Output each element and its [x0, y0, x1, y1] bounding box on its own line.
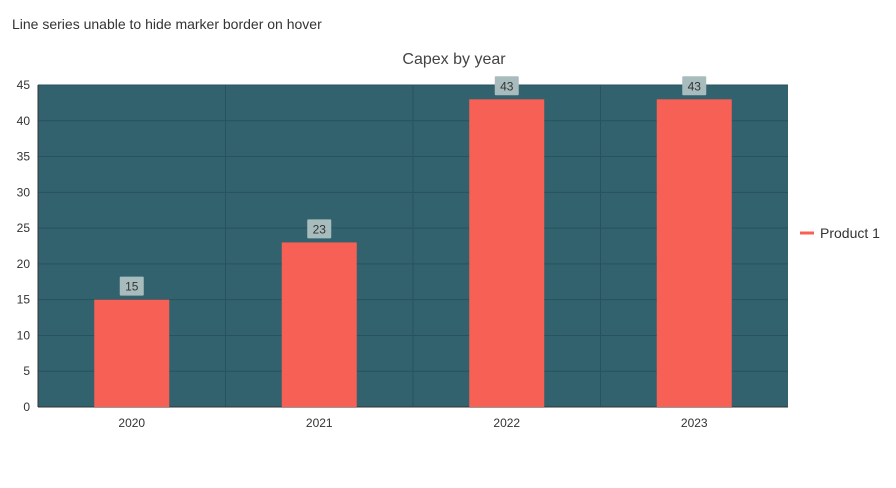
chart-title: Capex by year [402, 51, 506, 68]
legend-label-product-1[interactable]: Product 1 [820, 225, 880, 241]
y-tick-label: 10 [17, 328, 31, 342]
y-tick-label: 40 [17, 114, 31, 128]
data-label-box-2021 [307, 219, 332, 239]
y-tick-label: 30 [17, 185, 31, 199]
x-tick-label-2022: 2022 [493, 416, 520, 430]
y-tick-label: 5 [23, 364, 30, 378]
y-tick-label: 35 [17, 150, 31, 164]
bar-2020[interactable] [94, 299, 170, 407]
bar-2021[interactable] [281, 242, 357, 407]
data-label-2022: 43 [500, 79, 514, 93]
bar-series[interactable] [94, 99, 732, 408]
legend[interactable]: Product 1 [800, 225, 880, 241]
data-labels: 15 23 43 43 [119, 76, 707, 296]
data-label-2020: 15 [125, 280, 139, 294]
data-label-2021: 23 [313, 222, 327, 236]
x-tick-label-2023: 2023 [681, 416, 708, 430]
data-label-box-2020 [119, 276, 144, 296]
y-tick-label: 0 [23, 400, 30, 414]
y-tick-label: 45 [17, 78, 31, 92]
data-label-box-2023 [682, 76, 707, 96]
data-label-2023: 43 [688, 79, 702, 93]
y-tick-label: 15 [17, 293, 31, 307]
bar-2023[interactable] [656, 99, 732, 408]
y-tick-label: 20 [17, 257, 31, 271]
bar-2022[interactable] [469, 99, 545, 408]
x-tick-label-2020: 2020 [118, 416, 145, 430]
data-label-box-2022 [494, 76, 519, 96]
y-tick-label: 25 [17, 221, 31, 235]
x-tick-label-2021: 2021 [306, 416, 333, 430]
page-heading: Line series unable to hide marker border… [12, 16, 322, 32]
